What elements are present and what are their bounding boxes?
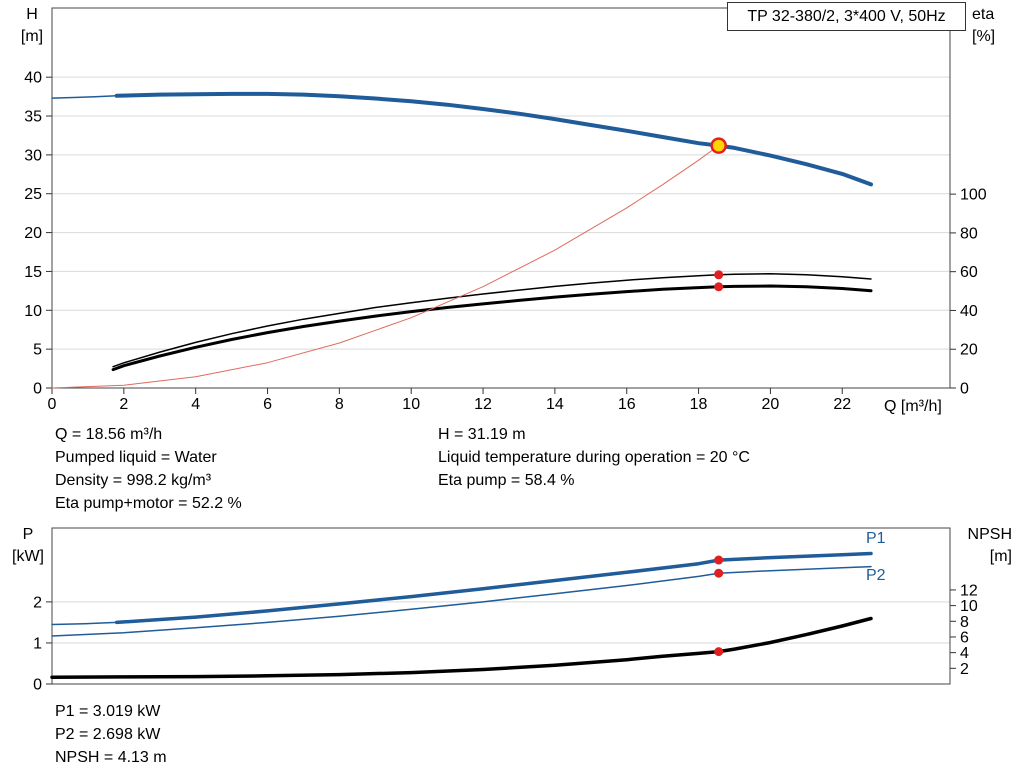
left-axis-tick-label: 5 (33, 342, 42, 359)
npsh-curve (50, 616, 873, 680)
right-axis-tick-label: 20 (960, 342, 978, 359)
head-value: H = 31.19 m (438, 426, 526, 443)
plot-frame (51, 7, 951, 389)
eta-pump-motor-curve (111, 284, 873, 372)
power-axis-unit-line1: P (22, 526, 34, 543)
x-axis-tick-label: 6 (263, 396, 272, 413)
eta-pump-value: Eta pump = 58.4 % (438, 472, 575, 489)
left-axis-tick-label: 10 (24, 303, 42, 320)
right-axis-tick-label: 80 (960, 225, 978, 242)
left-axis-tick-label: 1 (33, 635, 42, 652)
system-curve (51, 145, 720, 389)
npsh-value: NPSH = 4.13 m (55, 749, 167, 766)
left-axis-tick-label: 20 (24, 225, 42, 242)
left-axis-tick-label: 0 (33, 677, 42, 694)
left-axis-tick-label: 15 (24, 264, 42, 281)
right-axis-tick-label: 2 (960, 661, 969, 678)
p2-curve-label: P2 (866, 567, 886, 584)
head-axis-unit: H [m] (12, 4, 52, 48)
eta-axis-unit-line2: [%] (972, 28, 996, 45)
eta-pump-motor-dot (714, 282, 724, 292)
x-axis-tick-label: 2 (119, 396, 128, 413)
npsh-dot (714, 647, 724, 657)
p1-dot (714, 555, 724, 565)
p2-curve (51, 565, 872, 637)
eta-pump-motor-value: Eta pump+motor = 52.2 % (55, 495, 242, 512)
p1-curve (114, 551, 873, 625)
x-axis-tick-label: 12 (474, 396, 492, 413)
head-axis-unit-line2: [m] (20, 28, 44, 45)
plot-frame (51, 527, 951, 685)
power-axis-unit-line2: [kW] (12, 548, 44, 565)
right-axis-tick-label: 6 (960, 629, 969, 646)
right-axis-tick-label: 4 (960, 645, 969, 662)
duty-data-right-column: H = 31.19 m Liquid temperature during op… (438, 423, 750, 492)
right-axis-tick-label: 60 (960, 264, 978, 281)
x-axis-tick-label: 0 (48, 396, 57, 413)
left-axis-tick-label: 2 (33, 594, 42, 611)
npsh-axis-unit-line2: [m] (989, 548, 1012, 565)
p1-curve-label: P1 (866, 530, 886, 547)
x-axis-tick-label: 20 (762, 396, 780, 413)
flow-value: Q = 18.56 m³/h (55, 426, 163, 443)
right-axis-tick-label: 12 (960, 582, 978, 599)
p1-value: P1 = 3.019 kW (55, 703, 161, 720)
duty-point[interactable] (710, 137, 727, 154)
eta-pump-dot (714, 270, 724, 280)
p1-curve-lead-in (51, 621, 118, 626)
npsh-axis-unit-line1: NPSH (967, 526, 1012, 543)
right-axis-tick-label: 0 (960, 381, 969, 398)
x-axis-tick-label: 18 (690, 396, 708, 413)
flow-axis-unit: Q [m³/h] (884, 398, 942, 415)
left-axis-tick-label: 35 (24, 109, 42, 126)
eta-axis-unit-line1: eta (972, 6, 995, 23)
right-axis-tick-label: 8 (960, 614, 969, 631)
left-axis-tick-label: 0 (33, 381, 42, 398)
npsh-axis-unit: NPSH [m] (958, 524, 1012, 568)
pump-curve-h-q (114, 91, 873, 187)
head-efficiency-chart: 0 5 10 15 20 25 30 35 40 0 20 40 60 80 100 0 2 4 6 8 10 12 14 1… (24, 7, 987, 413)
pump-model-title: TP 32-380/2, 3*400 V, 50Hz (727, 2, 966, 31)
power-axis-unit: P [kW] (6, 524, 50, 568)
head-axis-unit-line1: H (26, 6, 38, 23)
power-data-column: P1 = 3.019 kW P2 = 2.698 kW NPSH = 4.13 … (55, 700, 167, 769)
right-axis-tick-label: 100 (960, 187, 987, 204)
eta-pump-curve (112, 273, 872, 368)
eta-axis-unit: eta [%] (972, 4, 1020, 48)
p2-dot (714, 568, 724, 578)
left-axis-tick-label: 40 (24, 70, 42, 87)
density-value: Density = 998.2 kg/m³ (55, 472, 212, 489)
pumped-liquid-value: Pumped liquid = Water (55, 449, 217, 466)
pump-curve-lead-in (51, 95, 118, 99)
left-axis-tick-label: 30 (24, 147, 42, 164)
p2-value: P2 = 2.698 kW (55, 726, 161, 743)
liquid-temperature-value: Liquid temperature during operation = 20… (438, 449, 750, 466)
x-axis-tick-label: 14 (546, 396, 564, 413)
x-axis-tick-label: 22 (833, 396, 851, 413)
duty-data-left-column: Q = 18.56 m³/h Pumped liquid = Water Den… (55, 423, 242, 515)
right-axis-tick-label: 10 (960, 598, 978, 615)
x-axis-tick-label: 16 (618, 396, 636, 413)
x-axis-tick-label: 4 (191, 396, 200, 413)
x-axis-tick-label: 10 (402, 396, 420, 413)
right-axis-tick-label: 40 (960, 303, 978, 320)
left-axis-tick-label: 25 (24, 186, 42, 203)
x-axis-tick-label: 8 (335, 396, 344, 413)
